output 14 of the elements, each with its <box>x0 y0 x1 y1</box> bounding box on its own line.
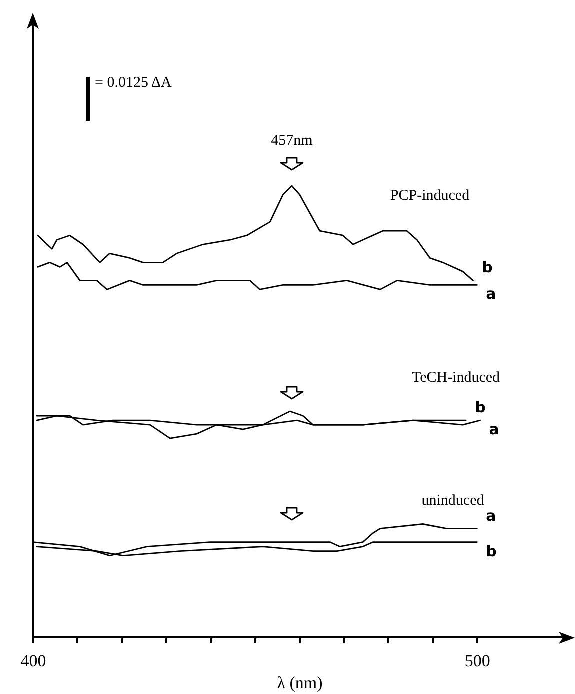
x-tick-label: 500 <box>464 652 490 670</box>
series-label: b <box>482 258 494 277</box>
series-label: a <box>489 420 500 439</box>
text: = 0.0125 ΔA <box>95 75 172 91</box>
annotation: PCP-induced <box>390 188 470 204</box>
series-label: b <box>486 542 498 560</box>
annotation: TeCH-induced <box>412 370 501 386</box>
annotation: uninduced <box>422 493 485 509</box>
x-tick-label: 400 <box>20 652 46 670</box>
series-label: a <box>486 285 496 304</box>
series-label: b <box>475 398 486 417</box>
x-axis-title: λ (nm) <box>277 674 323 692</box>
series-label: a <box>486 506 496 525</box>
text: 457nm <box>271 133 314 149</box>
